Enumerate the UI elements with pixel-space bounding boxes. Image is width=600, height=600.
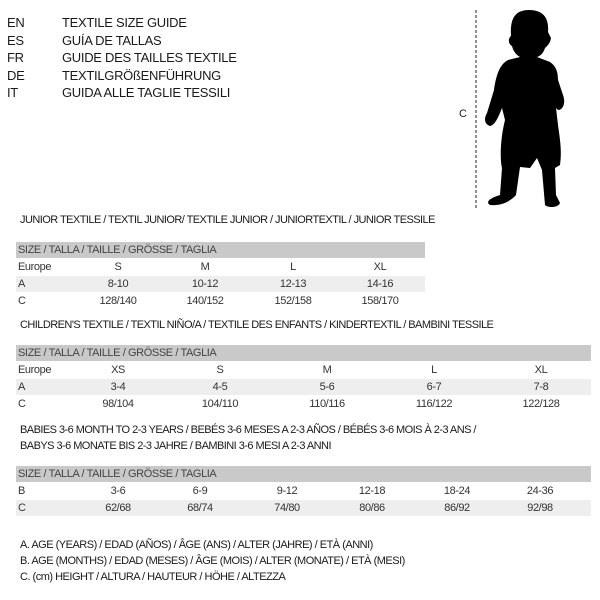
- table-cell: 24-36: [526, 485, 554, 497]
- lang-title: TEXTILE SIZE GUIDE: [62, 15, 187, 30]
- children-size-table: SIZE / TALLA / TAILLE / GRÖSSE / TAGLIA E…: [16, 345, 591, 412]
- babies-size-table: SIZE / TALLA / TAILLE / GRÖSSE / TAGLIA B…: [16, 466, 591, 516]
- table-cell: 9-12: [276, 485, 298, 497]
- legend-item-c: C. (cm) HEIGHT / ALTURA / HAUTEUR / HÖHE…: [20, 571, 286, 583]
- table-row: C 98/104 104/110 110/116 116/122 122/128: [16, 396, 591, 412]
- row-label: C: [18, 502, 26, 514]
- size-header-row: SIZE / TALLA / TAILLE / GRÖSSE / TAGLIA: [16, 466, 591, 482]
- table-cell: 80/86: [359, 502, 385, 514]
- row-label: A: [18, 278, 25, 290]
- table-cell: S: [216, 364, 224, 376]
- row-label: Europe: [18, 364, 52, 376]
- lang-code: IT: [7, 85, 18, 100]
- table-cell: M: [322, 364, 332, 376]
- table-row: Europe S M L XL: [16, 259, 425, 275]
- lang-title: TEXTILGRÖßENFÜHRUNG: [62, 67, 221, 83]
- table-cell: 62/68: [105, 502, 131, 514]
- table-cell: 92/98: [527, 502, 553, 514]
- table-cell: 140/152: [186, 295, 224, 307]
- legend-item-b: B. AGE (MONTHS) / EDAD (MESES) / ÂGE (MO…: [20, 555, 405, 567]
- table-cell: 3-6: [110, 485, 126, 497]
- size-header-row: SIZE / TALLA / TAILLE / GRÖSSE / TAGLIA: [16, 242, 425, 258]
- table-cell: 68/74: [187, 502, 213, 514]
- table-cell: 116/122: [415, 398, 453, 410]
- row-label: Europe: [18, 261, 52, 273]
- table-cell: 158/170: [361, 295, 399, 307]
- table-row: C 128/140 140/152 152/158 158/170: [16, 293, 425, 309]
- table-cell: 86/92: [444, 502, 470, 514]
- lang-title: GUIDE DES TAILLES TEXTILE: [62, 50, 237, 65]
- table-cell: M: [200, 261, 210, 273]
- language-codes: EN ES FR DE IT: [7, 14, 25, 102]
- legend: A. AGE (YEARS) / EDAD (AÑOS) / ÂGE (ANS)…: [20, 537, 405, 585]
- table-cell: 152/158: [274, 295, 312, 307]
- table-cell: L: [431, 364, 437, 376]
- row-label: C: [18, 295, 26, 307]
- junior-section-heading: JUNIOR TEXTILE / TEXTIL JUNIOR/ TEXTILE …: [20, 214, 435, 226]
- lang-code: EN: [7, 15, 25, 30]
- table-cell: 8-10: [107, 278, 129, 290]
- table-cell: 6-7: [426, 381, 442, 393]
- row-label: B: [18, 485, 25, 497]
- row-label: A: [18, 381, 25, 393]
- lang-title: GUÍA DE TALLAS: [62, 32, 162, 48]
- legend-item-a: A. AGE (YEARS) / EDAD (AÑOS) / ÂGE (ANS)…: [20, 539, 373, 551]
- size-header-label: SIZE / TALLA / TAILLE / GRÖSSE / TAGLIA: [18, 244, 217, 256]
- lang-title: GUIDA ALLE TAGLIE TESSILI: [62, 85, 231, 100]
- lang-code: DE: [7, 67, 25, 83]
- table-cell: XS: [111, 364, 125, 376]
- table-cell: 6-9: [192, 485, 208, 497]
- table-cell: 4-5: [212, 381, 228, 393]
- table-cell: 74/80: [274, 502, 300, 514]
- table-cell: 128/140: [99, 295, 137, 307]
- table-cell: 18-24: [443, 485, 471, 497]
- table-cell: 110/116: [309, 398, 345, 410]
- language-titles: TEXTILE SIZE GUIDE GUÍA DE TALLAS GUIDE …: [62, 14, 237, 102]
- table-cell: XL: [534, 364, 548, 376]
- babies-section-heading: BABIES 3-6 MONTH TO 2-3 YEARS / BEBÉS 3-…: [20, 424, 476, 436]
- size-header-label: SIZE / TALLA / TAILLE / GRÖSSE / TAGLIA: [18, 347, 217, 359]
- table-cell: 122/128: [522, 398, 560, 410]
- table-cell: L: [290, 261, 296, 273]
- size-header-label: SIZE / TALLA / TAILLE / GRÖSSE / TAGLIA: [18, 468, 217, 480]
- table-cell: XL: [373, 261, 387, 273]
- row-label: C: [18, 398, 26, 410]
- table-row: Europe XS S M L XL: [16, 362, 591, 378]
- table-cell: 14-16: [366, 278, 394, 290]
- children-section-heading: CHILDREN'S TEXTILE / TEXTIL NIÑO/A / TEX…: [20, 319, 494, 331]
- table-cell: 7-8: [533, 381, 549, 393]
- table-cell: 12-18: [358, 485, 386, 497]
- babies-section-heading: BABYS 3-6 MONATE BIS 2-3 JAHRE / BAMBINI…: [20, 440, 332, 452]
- child-silhouette-icon: [485, 10, 565, 208]
- junior-size-table: SIZE / TALLA / TAILLE / GRÖSSE / TAGLIA E…: [16, 242, 425, 309]
- child-silhouette-figure: [475, 10, 565, 208]
- table-cell: 3-4: [110, 381, 126, 393]
- table-row: C 62/68 68/74 74/80 80/86 86/92 92/98: [16, 500, 591, 516]
- table-cell: 5-6: [319, 381, 335, 393]
- lang-code: FR: [7, 50, 24, 65]
- table-cell: S: [114, 261, 122, 273]
- height-label-c: C: [459, 108, 467, 120]
- table-cell: 10-12: [191, 278, 219, 290]
- table-cell: 104/110: [201, 398, 239, 410]
- size-header-row: SIZE / TALLA / TAILLE / GRÖSSE / TAGLIA: [16, 345, 591, 361]
- table-row: B 3-6 6-9 9-12 12-18 18-24 24-36: [16, 483, 591, 499]
- table-cell: 98/104: [102, 398, 134, 410]
- table-cell: 12-13: [279, 278, 307, 290]
- lang-code: ES: [7, 32, 24, 48]
- table-row: A 8-10 10-12 12-13 14-16: [16, 276, 425, 292]
- table-row: A 3-4 4-5 5-6 6-7 7-8: [16, 379, 591, 395]
